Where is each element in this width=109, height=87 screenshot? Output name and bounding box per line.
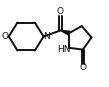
- Text: O: O: [2, 32, 9, 41]
- Polygon shape: [60, 30, 70, 35]
- Text: O: O: [57, 7, 64, 16]
- Text: N: N: [43, 32, 50, 41]
- Text: HN: HN: [58, 45, 71, 54]
- Text: O: O: [79, 63, 86, 72]
